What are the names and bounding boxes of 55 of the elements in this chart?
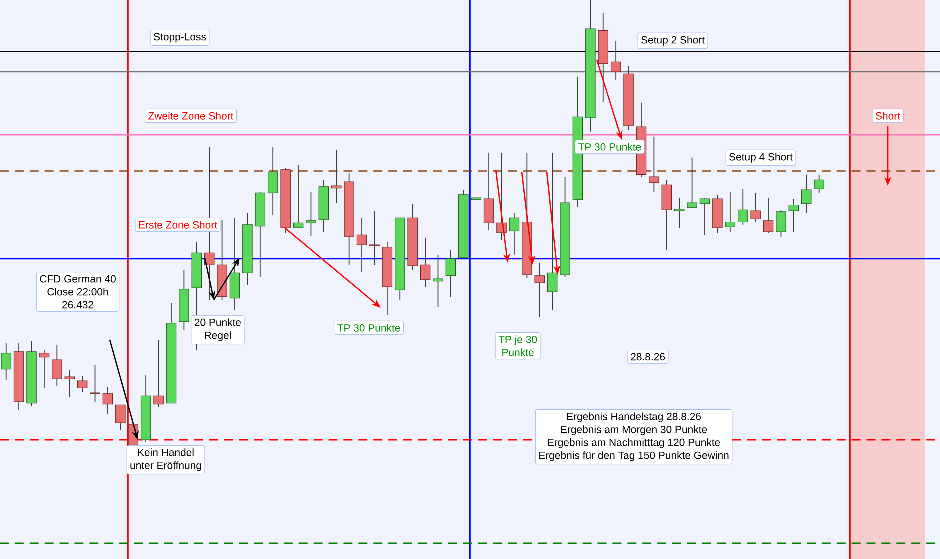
candlestick [1,342,12,381]
annotation: Ergebnis am Morgen 30 Punkte [561,426,708,436]
annotation: Punkte [502,348,534,356]
candlestick [154,340,164,408]
candlestick [610,40,622,80]
candlestick [331,150,342,204]
candlestick [39,350,50,389]
annotation: Stopp-Loss [154,33,206,43]
candlestick [725,192,736,233]
annotation: Regel [205,332,231,342]
candlestick [52,344,62,387]
candlestick [306,192,316,237]
candlestick [433,254,444,308]
annotation: Zweite Zone Short [148,112,234,120]
annotation: Short [876,112,900,120]
annotation: Close 22:00h [48,288,108,296]
candlestick [420,237,431,288]
candlestick [64,370,75,398]
candlestick [116,404,126,431]
candlestick [370,210,380,266]
annotation: Ergebnis am Nachmitttag 120 Punkte [548,438,720,448]
annotation: Setup 2 Short [642,36,705,46]
candlestick [268,146,278,216]
candlestick [356,218,368,273]
candlestick [738,188,748,226]
candlestick [700,198,710,236]
annotation: TP je 30 [498,336,538,346]
candlestick [509,212,520,256]
annotation: CFD German 40 [40,275,116,283]
candlestick [788,198,800,233]
candlestick [687,157,698,208]
candlestick [102,386,114,415]
candlestick [750,192,761,223]
candlestick [776,210,786,238]
annotation: Erste Zone Short [139,221,218,229]
candlestick [763,198,774,234]
annotation: 26.432 [62,301,94,309]
text: Ergebnis für den Tag 150 Punkte Gewinn [540,452,729,462]
candlestick [293,164,304,229]
annotation: Ergebnis Handelstag 28.8.26 [567,412,702,422]
candlestick [674,198,685,229]
text: Kein Handel [138,448,194,456]
annotation: TP 30 Punkte [578,143,642,151]
candlestick [649,136,660,193]
candlestick [802,174,812,214]
candlestick [814,174,824,194]
candlestick [90,364,100,402]
text: unter Eröffnung [130,462,202,472]
candlestick [77,376,88,393]
annotation: 28.8.26 [631,353,666,361]
annotation: Setup 4 Short [730,153,793,163]
candlestick [534,262,545,318]
annotation: 20 Punkte [194,318,242,326]
annotation: TP 30 Punkte [338,324,400,332]
candlestick [446,250,456,298]
